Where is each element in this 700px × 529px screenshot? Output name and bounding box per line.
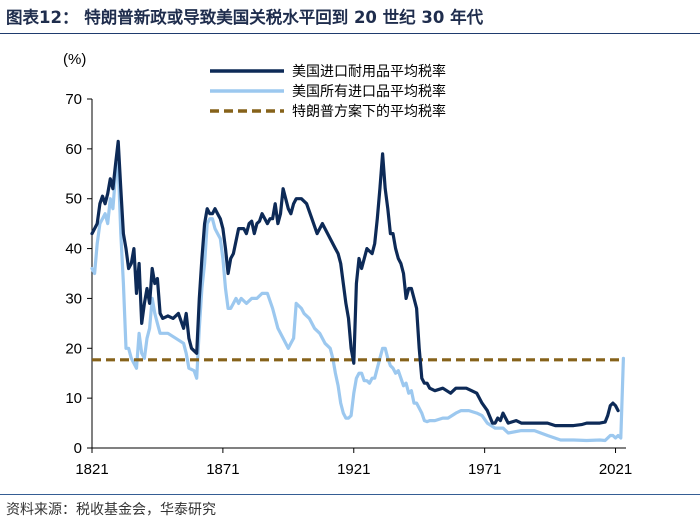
y-axis-unit-label: (%) [63,51,86,68]
legend-label-dutiable: 美国进口耐用品平均税率 [292,63,446,80]
series-line-dutiable [90,139,620,428]
y-tick-label: 10 [65,390,82,407]
series-line-all [90,162,625,443]
title-divider [0,33,700,34]
axes: 0 10 20 30 40 50 60 70 1821 1871 1921 1971 2021 [65,91,632,478]
x-tick-label: 1871 [206,461,239,478]
series-layer [90,139,625,443]
y-tick-label: 50 [65,191,82,208]
x-tick-label: 2021 [599,461,632,478]
x-tick-label: 1821 [75,461,108,478]
chart-title: 图表12： 特朗普新政或导致美国关税水平回到 20 世纪 30 年代 [6,8,484,27]
y-tick-label: 40 [65,241,82,258]
y-tick-label: 0 [74,440,82,457]
source-note: 资料来源：税收基金会，华泰研究 [6,502,216,518]
y-tick-label: 30 [65,290,82,307]
legend-label-trump: 特朗普方案下的平均税率 [292,103,446,120]
y-tick-label: 20 [65,340,82,357]
y-tick-label: 60 [65,141,82,158]
source-divider [0,494,700,495]
y-tick-label: 70 [65,91,82,108]
x-tick-label: 1921 [337,461,370,478]
legend-label-all: 美国所有进口品平均税率 [292,83,446,100]
x-tick-label: 1971 [468,461,501,478]
